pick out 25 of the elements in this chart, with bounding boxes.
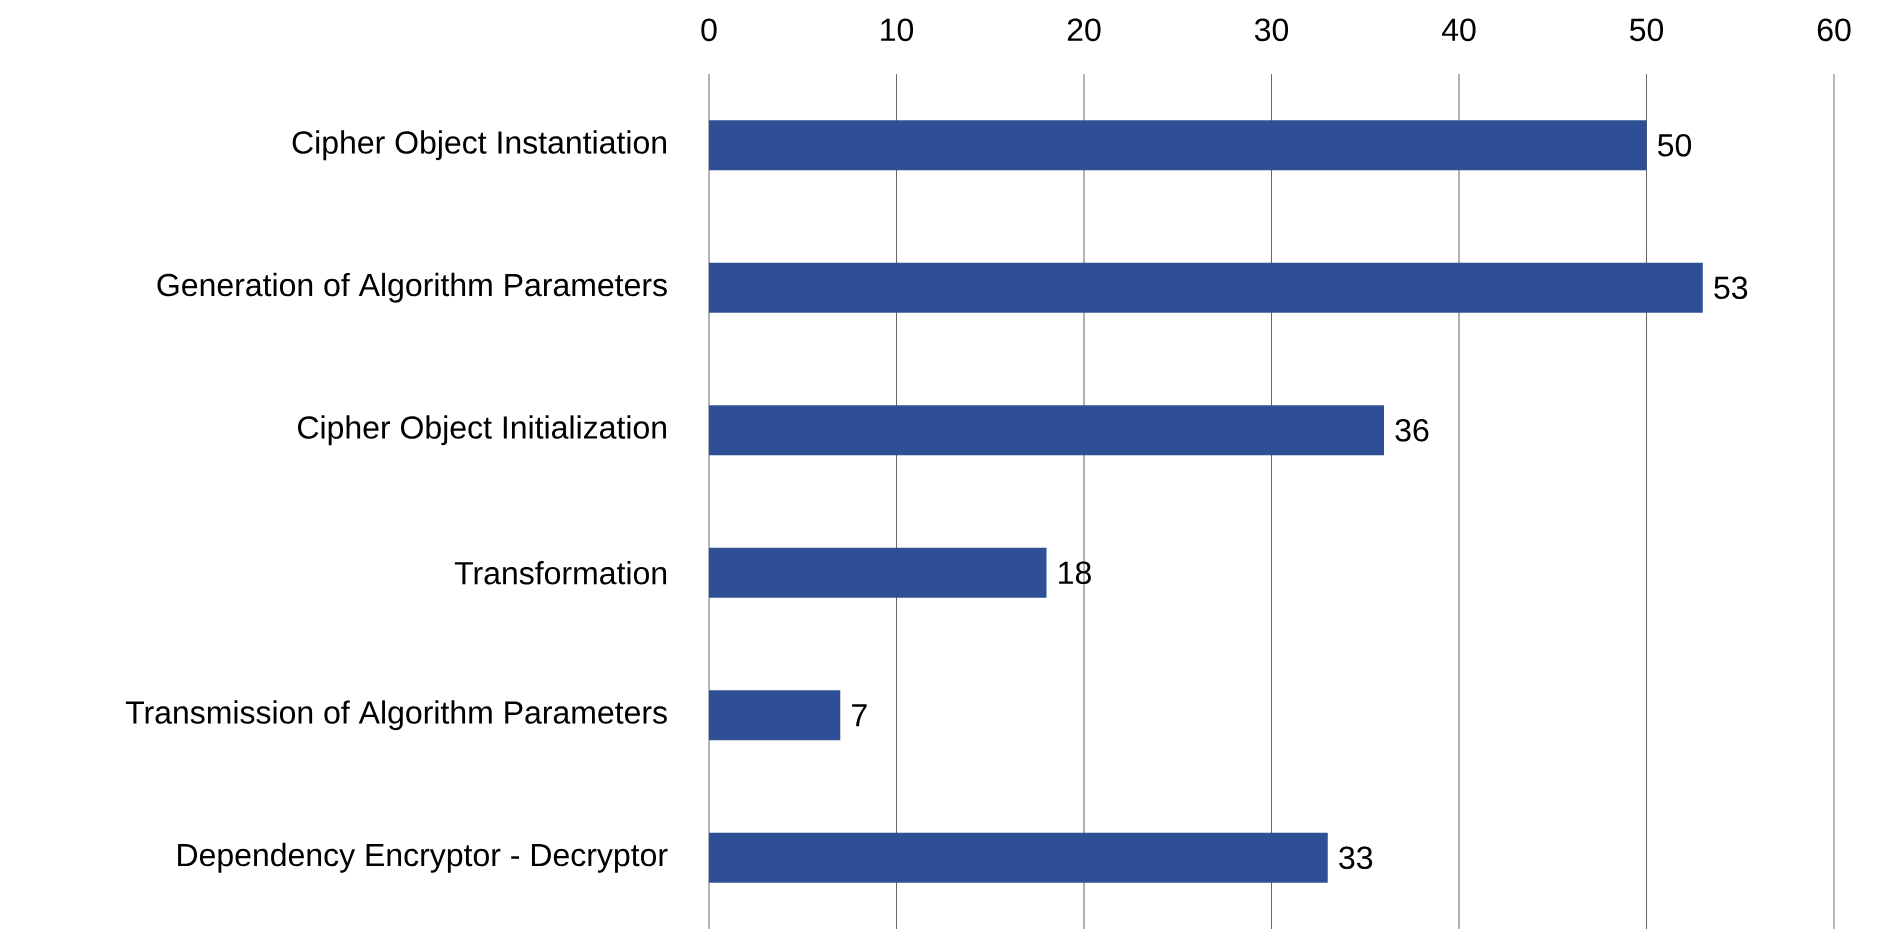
data-label: 50 xyxy=(1658,133,1692,157)
data-label: 53 xyxy=(1714,276,1748,300)
y-tick-label: Cipher Object Initialization xyxy=(298,415,666,446)
y-tick-label: Dependency Encryptor - Decryptor xyxy=(178,842,668,873)
y-tick-label: Transformation xyxy=(454,561,667,585)
x-tick-label: 60 xyxy=(1817,18,1851,42)
bar xyxy=(709,262,1703,313)
x-tick-label: 0 xyxy=(701,18,717,42)
x-tick-label: 40 xyxy=(1441,18,1476,42)
data-label: 36 xyxy=(1395,418,1429,442)
data-label: 18 xyxy=(1059,561,1091,585)
bar xyxy=(709,405,1385,456)
x-tick-label: 30 xyxy=(1254,18,1289,42)
y-tick-label: Cipher Object Instantiation xyxy=(292,130,666,161)
x-tick-label: 50 xyxy=(1630,18,1664,42)
y-tick-label: Transmission of Algorithm Parameters xyxy=(125,700,667,731)
data-label: 7 xyxy=(852,704,867,727)
x-tick-label: 20 xyxy=(1067,18,1101,42)
bar xyxy=(709,690,841,741)
bar xyxy=(709,832,1328,883)
bar xyxy=(709,120,1647,171)
x-tick-label: 10 xyxy=(881,18,914,42)
y-tick-label: Generation of Algorithm Parameters xyxy=(157,272,667,303)
bar xyxy=(709,547,1047,598)
data-label: 33 xyxy=(1339,846,1373,870)
